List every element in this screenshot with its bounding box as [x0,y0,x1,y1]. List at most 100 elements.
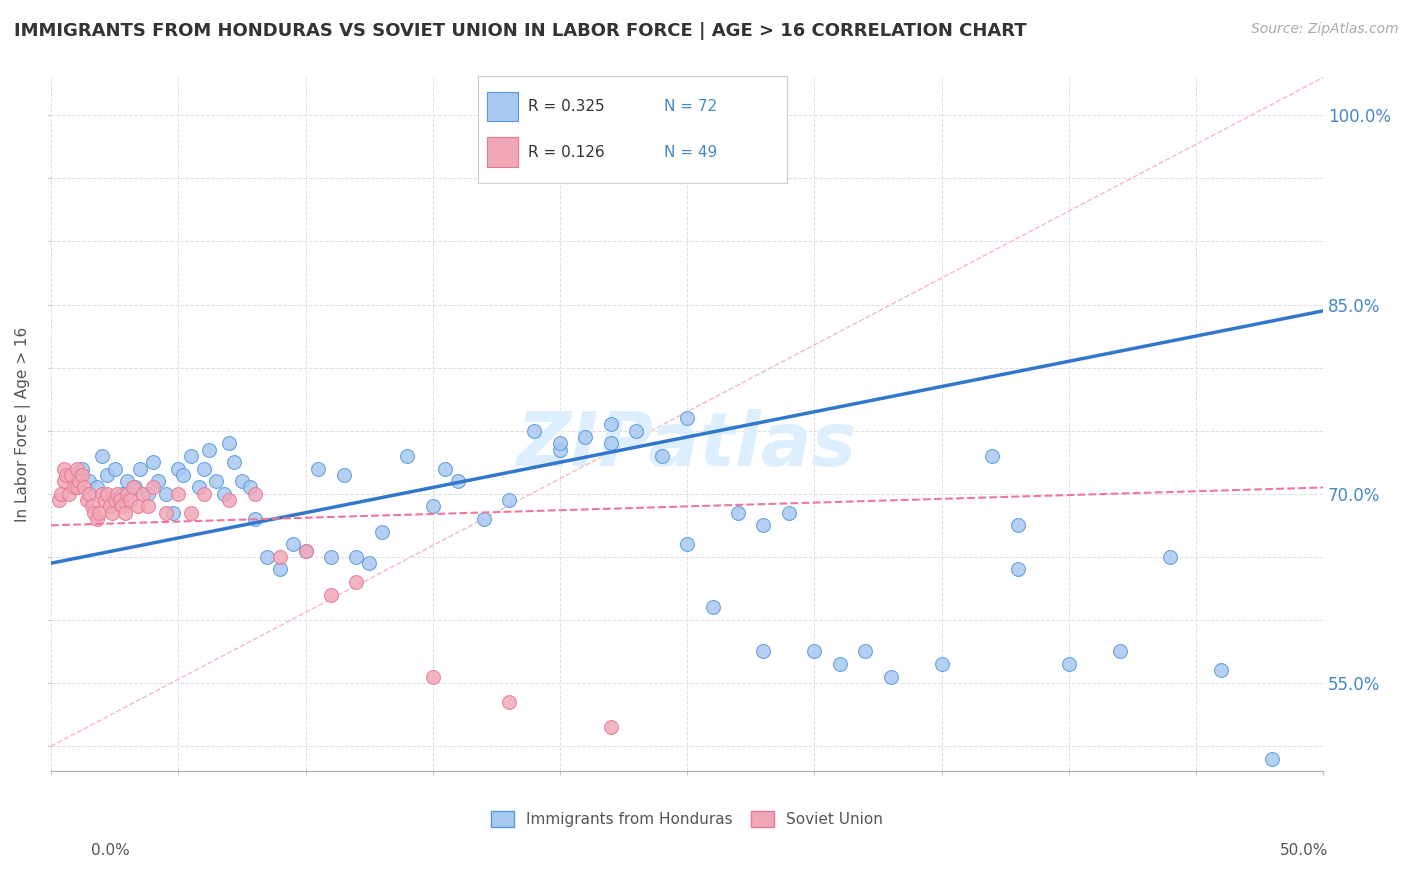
Point [1007,562,1029,576]
Point [472,512,495,526]
Point [344,549,367,564]
Point [1007,518,1029,533]
Point [853,644,876,658]
Point [52,461,75,475]
Point [142,481,165,495]
Point [86,481,108,495]
Point [83,506,105,520]
Point [117,487,139,501]
Point [344,575,367,590]
Point [1211,664,1233,678]
Point [111,500,134,514]
Point [434,461,457,475]
Point [1160,549,1182,564]
Point [752,518,775,533]
Point [65,481,87,495]
Text: N = 72: N = 72 [664,99,717,114]
Point [256,549,278,564]
Point [193,487,215,501]
Point [294,543,316,558]
Point [319,588,342,602]
Point [224,455,246,469]
Point [1261,752,1284,766]
Point [172,467,194,482]
Point [96,487,118,501]
Text: IMMIGRANTS FROM HONDURAS VS SOVIET UNION IN LABOR FORCE | AGE > 16 CORRELATION C: IMMIGRANTS FROM HONDURAS VS SOVIET UNION… [14,22,1026,40]
Point [548,436,571,450]
Point [218,436,240,450]
Point [104,461,127,475]
Point [626,424,648,438]
Point [307,461,329,475]
Point [523,424,546,438]
Point [205,474,228,488]
Point [778,506,800,520]
Point [599,436,621,450]
Point [198,442,221,457]
Point [332,467,354,482]
Point [136,500,159,514]
Point [67,474,90,488]
Point [676,537,699,551]
Point [702,600,724,615]
Point [52,474,75,488]
Point [167,487,190,501]
Point [86,512,108,526]
Point [422,670,444,684]
Text: ZIPatlas: ZIPatlas [517,409,858,482]
Point [76,493,98,508]
Point [187,481,209,495]
Point [498,493,520,508]
Point [828,657,851,672]
Point [51,487,73,501]
Point [931,657,953,672]
Point [180,506,202,520]
Point [93,493,115,508]
Point [1057,657,1080,672]
Point [422,500,444,514]
Point [105,487,128,501]
Point [599,720,621,734]
Y-axis label: In Labor Force | Age > 16: In Labor Force | Age > 16 [15,326,31,522]
Point [319,549,342,564]
Point [127,500,149,514]
Point [63,481,86,495]
Point [89,506,111,520]
Point [73,481,96,495]
Point [498,695,520,709]
Point [146,474,169,488]
Point [98,500,121,514]
Point [129,461,152,475]
Point [599,417,621,432]
Point [118,493,141,508]
Point [108,493,131,508]
Point [574,430,596,444]
Point [281,537,304,551]
Point [548,442,571,457]
Point [101,506,124,520]
Point [155,506,177,520]
Text: R = 0.325: R = 0.325 [527,99,605,114]
Text: 0.0%: 0.0% [91,843,131,858]
Point [117,474,139,488]
Point [879,670,901,684]
Point [231,474,253,488]
Point [155,487,177,501]
Point [142,455,165,469]
Point [65,461,87,475]
Point [803,644,825,658]
Text: N = 49: N = 49 [664,145,717,160]
Point [371,524,394,539]
Point [60,467,83,482]
Point [359,556,381,570]
Point [70,467,93,482]
Point [218,493,240,508]
Point [447,474,470,488]
Point [136,487,159,501]
Text: 50.0%: 50.0% [1281,843,1329,858]
Point [79,474,101,488]
Text: Source: ZipAtlas.com: Source: ZipAtlas.com [1251,22,1399,37]
Point [121,481,143,495]
Point [91,449,114,463]
Point [752,644,775,658]
